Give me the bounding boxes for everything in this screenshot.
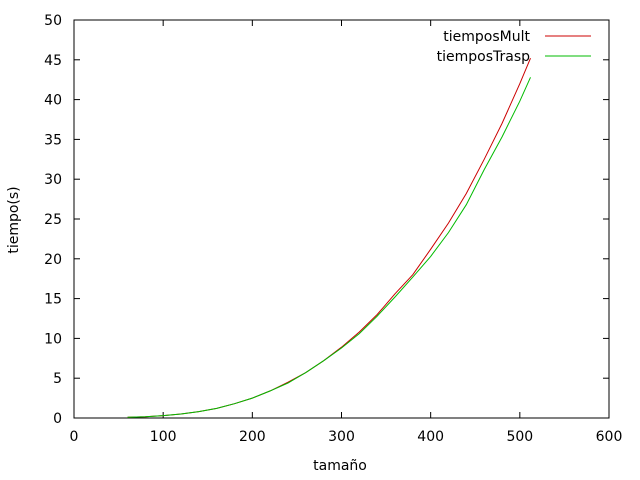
y-tick-label: 10: [44, 331, 62, 347]
y-tick-label: 25: [44, 212, 62, 228]
y-tick-label: 35: [44, 132, 62, 148]
y-tick-label: 30: [44, 172, 62, 188]
x-tick-label: 300: [328, 429, 355, 445]
y-axis: 0 5 10 15 20 25 30 35 40 45 50: [44, 13, 609, 427]
x-tick-label: 400: [417, 429, 444, 445]
y-tick-label: 5: [53, 371, 62, 387]
y-tick-label: 20: [44, 252, 62, 268]
series-line-tiemposMult: [127, 58, 531, 418]
y-tick-label: 0: [53, 411, 62, 427]
series-group: [127, 58, 531, 418]
x-tick-label: 600: [596, 429, 623, 445]
x-tick-label: 500: [506, 429, 533, 445]
legend-label: tiemposTrasp: [437, 49, 530, 65]
x-axis-label: tamaño: [313, 458, 367, 474]
y-tick-label: 15: [44, 292, 62, 308]
legend: tiemposMult tiemposTrasp: [437, 29, 591, 65]
legend-label: tiemposMult: [443, 29, 530, 45]
plot-frame: [73, 19, 610, 419]
y-tick-label: 45: [44, 53, 62, 69]
x-tick-label: 100: [150, 429, 177, 445]
y-axis-label: tiempo(s): [6, 186, 22, 253]
y-tick-label: 40: [44, 93, 62, 109]
x-tick-label: 0: [70, 429, 79, 445]
x-tick-label: 200: [239, 429, 266, 445]
y-tick-label: 50: [44, 13, 62, 29]
x-axis: 0 100 200 300 400 500 600: [70, 20, 623, 445]
series-line-tiemposTrasp: [127, 77, 531, 418]
